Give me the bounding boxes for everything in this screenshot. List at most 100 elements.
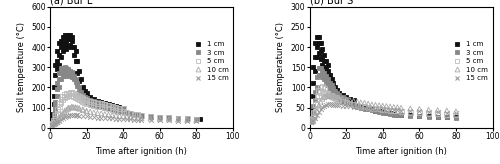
Point bbox=[394, 110, 402, 112]
Point bbox=[322, 66, 330, 69]
Point bbox=[322, 103, 330, 106]
Point bbox=[97, 112, 105, 115]
Point bbox=[416, 110, 424, 113]
Point bbox=[68, 114, 76, 116]
Point bbox=[424, 110, 432, 113]
Point bbox=[50, 123, 58, 126]
Point bbox=[86, 99, 94, 102]
Point bbox=[68, 71, 76, 74]
Point bbox=[394, 114, 402, 116]
Point bbox=[350, 99, 358, 102]
Point bbox=[350, 100, 358, 102]
Point bbox=[315, 110, 323, 113]
Point bbox=[101, 103, 109, 106]
Point bbox=[119, 110, 127, 113]
Point bbox=[54, 68, 62, 71]
Point bbox=[138, 114, 145, 117]
Point bbox=[315, 67, 323, 69]
Point bbox=[119, 106, 127, 109]
Point bbox=[86, 110, 94, 113]
Point bbox=[72, 78, 80, 81]
Point bbox=[119, 110, 127, 113]
Point bbox=[76, 114, 84, 117]
Point bbox=[57, 118, 65, 121]
Point bbox=[60, 111, 68, 113]
Point bbox=[315, 94, 323, 97]
Point bbox=[57, 101, 65, 104]
Point bbox=[138, 114, 145, 117]
Point bbox=[322, 95, 330, 98]
Point bbox=[452, 116, 460, 118]
Point bbox=[123, 112, 131, 114]
Point bbox=[322, 92, 330, 95]
Point bbox=[57, 98, 65, 101]
Point bbox=[50, 120, 58, 122]
Point bbox=[360, 107, 368, 109]
Point bbox=[66, 114, 74, 117]
Point bbox=[310, 66, 318, 69]
Point bbox=[346, 97, 354, 100]
Point bbox=[134, 119, 142, 121]
Point bbox=[57, 40, 65, 42]
Point bbox=[328, 94, 336, 97]
Point bbox=[108, 108, 116, 110]
Point bbox=[406, 111, 414, 113]
Point bbox=[68, 105, 76, 108]
Point bbox=[76, 80, 84, 83]
Point bbox=[310, 94, 318, 97]
Point bbox=[59, 42, 67, 44]
Point bbox=[424, 115, 432, 117]
Point bbox=[126, 112, 134, 115]
Point bbox=[97, 105, 105, 108]
Point bbox=[59, 71, 67, 74]
Point bbox=[364, 107, 372, 110]
Point bbox=[60, 93, 68, 96]
Point bbox=[397, 114, 405, 117]
Point bbox=[338, 97, 346, 100]
Point bbox=[311, 99, 319, 102]
Point bbox=[357, 106, 365, 109]
Point bbox=[346, 102, 354, 105]
Point bbox=[82, 99, 90, 102]
Point bbox=[126, 116, 134, 119]
Point bbox=[311, 42, 319, 44]
Point bbox=[394, 109, 402, 111]
Point bbox=[59, 75, 67, 78]
Point bbox=[326, 103, 334, 106]
Point bbox=[72, 60, 80, 62]
Point bbox=[452, 116, 460, 119]
Point bbox=[79, 96, 87, 99]
Point bbox=[72, 93, 80, 96]
Point bbox=[77, 93, 85, 96]
Point bbox=[443, 109, 451, 112]
Point bbox=[77, 96, 85, 99]
Point bbox=[397, 110, 405, 113]
Point bbox=[331, 96, 339, 99]
Point bbox=[70, 54, 78, 56]
Point bbox=[174, 116, 182, 119]
Point bbox=[310, 82, 318, 85]
Point bbox=[86, 99, 94, 101]
Point bbox=[333, 104, 341, 107]
Point bbox=[382, 108, 390, 111]
Point bbox=[324, 84, 332, 87]
Point bbox=[416, 114, 424, 117]
Point bbox=[342, 102, 350, 104]
Point bbox=[326, 94, 334, 97]
Point bbox=[342, 98, 350, 101]
Point bbox=[434, 109, 442, 111]
Point bbox=[335, 98, 343, 101]
Point bbox=[119, 107, 127, 110]
Point bbox=[338, 100, 346, 103]
Point bbox=[328, 78, 336, 81]
Point bbox=[77, 88, 85, 91]
Point bbox=[316, 67, 324, 69]
Point bbox=[386, 108, 394, 111]
Point bbox=[104, 103, 112, 106]
Point bbox=[86, 102, 94, 105]
Point bbox=[330, 88, 338, 91]
Point bbox=[386, 105, 394, 108]
Point bbox=[333, 96, 341, 99]
Point bbox=[434, 116, 442, 118]
Point bbox=[94, 105, 102, 107]
